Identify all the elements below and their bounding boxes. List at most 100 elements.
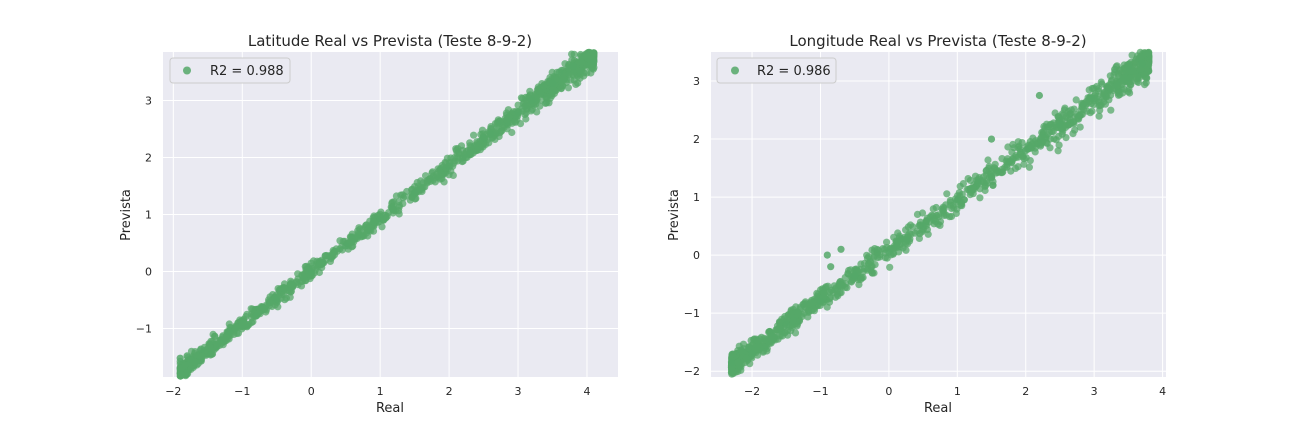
- latitude-scatter-series: [176, 48, 598, 380]
- latitude-y-tick-label: 3: [145, 94, 152, 107]
- longitude-data-point: [1084, 94, 1092, 102]
- longitude-y-tick-label: 0: [693, 249, 700, 262]
- longitude-chart-title: Longitude Real vs Prevista (Teste 8-9-2): [789, 32, 1086, 50]
- latitude-data-point: [533, 86, 541, 94]
- longitude-data-point: [754, 336, 762, 344]
- latitude-data-point: [262, 306, 270, 314]
- longitude-data-point: [1049, 127, 1057, 136]
- longitude-data-point: [987, 173, 996, 181]
- latitude-data-point: [520, 98, 528, 106]
- longitude-data-point: [958, 190, 966, 198]
- latitude-data-point: [333, 247, 341, 255]
- longitude-data-point: [1074, 114, 1082, 122]
- longitude-data-point: [1083, 100, 1091, 108]
- longitude-data-point: [1046, 144, 1054, 152]
- longitude-data-point: [989, 181, 997, 189]
- longitude-data-point: [999, 168, 1007, 176]
- longitude-data-point: [776, 318, 785, 326]
- longitude-data-point: [870, 269, 878, 277]
- latitude-data-point: [280, 290, 288, 298]
- longitude-data-point: [1090, 94, 1098, 102]
- longitude-data-point: [1010, 144, 1018, 152]
- longitude-data-point: [831, 286, 839, 294]
- longitude-x-tick-label: 0: [885, 385, 892, 398]
- longitude-data-point: [919, 222, 927, 230]
- latitude-data-point: [508, 128, 516, 137]
- longitude-data-point: [820, 289, 828, 297]
- longitude-data-point: [1069, 130, 1077, 138]
- latitude-data-point: [555, 68, 564, 76]
- latitude-y-tick-label: 0: [145, 266, 152, 279]
- longitude-data-point: [1054, 113, 1062, 121]
- latitude-data-point: [470, 131, 478, 139]
- latitude-y-axis-label: Prevista: [119, 189, 134, 241]
- longitude-data-point: [1020, 160, 1028, 168]
- latitude-data-point: [429, 176, 437, 184]
- latitude-data-point: [366, 217, 374, 225]
- longitude-data-point: [1138, 60, 1146, 68]
- longitude-x-tick-label: 2: [1022, 385, 1029, 398]
- latitude-x-tick-label: −2: [165, 385, 181, 398]
- longitude-x-axis-label: Real: [924, 401, 952, 416]
- longitude-y-tick-label: −2: [684, 365, 700, 378]
- longitude-data-point: [1097, 78, 1105, 86]
- latitude-x-tick-label: 0: [308, 385, 315, 398]
- longitude-data-point: [1100, 88, 1108, 96]
- latitude-data-point: [183, 352, 191, 360]
- longitude-data-point: [1022, 147, 1030, 155]
- longitude-data-point: [1016, 148, 1024, 156]
- latitude-data-point: [590, 58, 598, 66]
- latitude-legend-box: [169, 57, 291, 84]
- latitude-data-point: [560, 75, 568, 83]
- longitude-data-point: [727, 358, 736, 367]
- latitude-data-point: [564, 84, 573, 92]
- longitude-x-tick-label: −2: [744, 385, 760, 398]
- longitude-data-point: [1055, 141, 1063, 149]
- latitude-data-point: [233, 329, 241, 338]
- longitude-data-point: [1072, 96, 1080, 104]
- latitude-data-point: [514, 101, 522, 109]
- longitude-data-point: [1022, 154, 1030, 162]
- longitude-data-point: [959, 180, 968, 188]
- latitude-data-point: [443, 154, 451, 162]
- longitude-data-point: [930, 215, 939, 223]
- longitude-data-point: [883, 238, 891, 246]
- latitude-data-point: [207, 351, 215, 359]
- longitude-data-point: [1085, 86, 1093, 94]
- latitude-data-point: [533, 96, 541, 104]
- longitude-data-point: [748, 350, 756, 358]
- latitude-data-point: [486, 131, 495, 139]
- longitude-data-point: [810, 305, 818, 313]
- longitude-data-point: [1117, 77, 1126, 85]
- latitude-data-point: [389, 206, 397, 214]
- longitude-data-point: [963, 185, 971, 194]
- latitude-data-point: [438, 161, 446, 170]
- latitude-data-point: [548, 79, 557, 87]
- longitude-data-point: [1141, 81, 1149, 89]
- latitude-data-point: [548, 89, 556, 97]
- longitude-data-point: [1133, 73, 1141, 81]
- latitude-data-point: [191, 358, 199, 366]
- longitude-legend-label: R2 = 0.986: [757, 64, 831, 79]
- latitude-x-ticks: −2 −1 0 1 2 3 4: [165, 385, 590, 398]
- longitude-data-point: [775, 331, 784, 339]
- latitude-data-point: [274, 303, 282, 311]
- latitude-x-tick-label: 3: [515, 385, 522, 398]
- longitude-data-point: [885, 248, 893, 256]
- longitude-data-point: [782, 321, 790, 329]
- latitude-data-point: [232, 323, 240, 332]
- longitude-data-point: [787, 327, 795, 335]
- latitude-data-point: [491, 135, 499, 143]
- latitude-data-point: [349, 242, 357, 250]
- latitude-data-point: [275, 286, 283, 294]
- longitude-data-point: [1077, 106, 1085, 114]
- latitude-data-point: [206, 344, 214, 352]
- longitude-x-tick-label: 1: [954, 385, 961, 398]
- latitude-data-point: [401, 192, 409, 200]
- longitude-data-point: [1012, 153, 1020, 162]
- longitude-data-point: [987, 135, 996, 143]
- latitude-data-point: [533, 108, 541, 116]
- latitude-data-point: [198, 352, 206, 360]
- latitude-x-tick-label: 4: [583, 385, 590, 398]
- longitude-data-point: [851, 271, 859, 279]
